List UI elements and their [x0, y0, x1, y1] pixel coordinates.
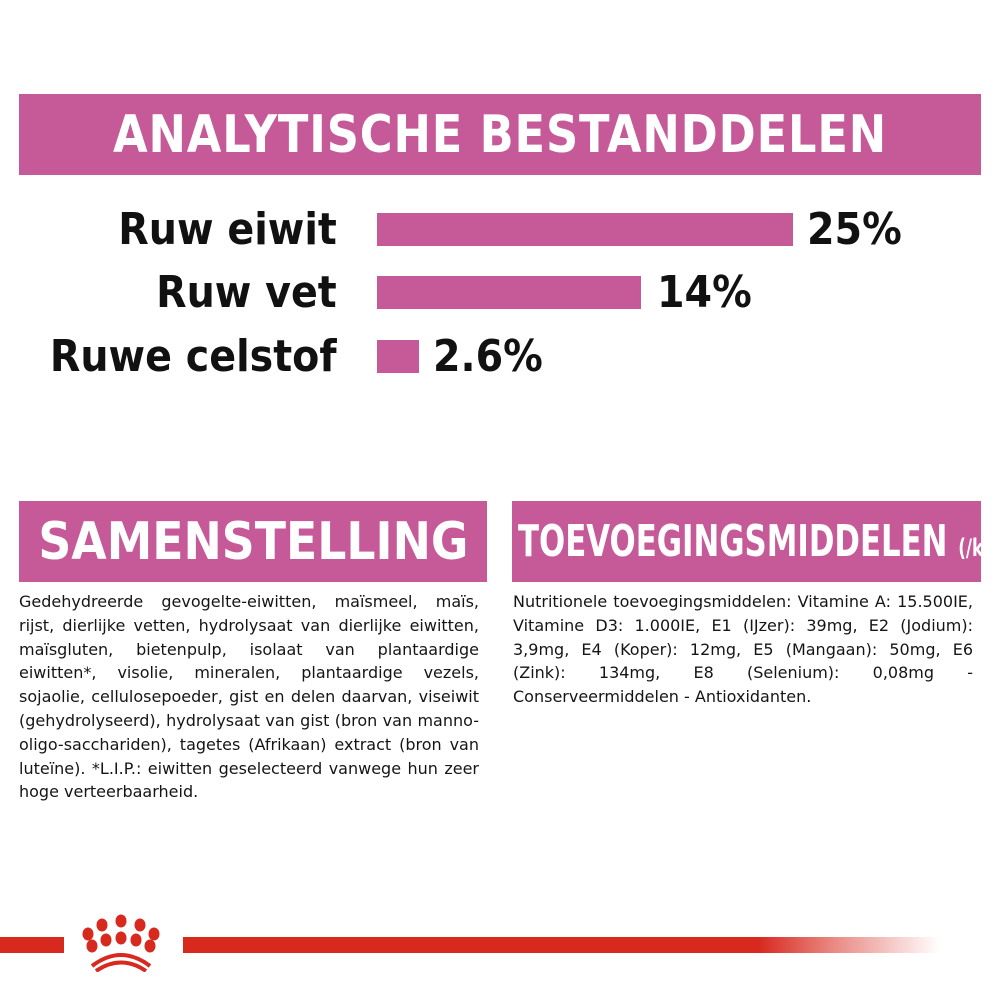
additives-title: TOEVOEGINGSMIDDELEN (/kg) — [518, 519, 981, 564]
composition-header: SAMENSTELLING — [19, 501, 487, 582]
chart-row-protein: Ruw eiwit 25% — [0, 205, 1000, 255]
crown-logo-icon — [82, 914, 160, 972]
chart-row-fiber: Ruwe celstof 2.6% — [0, 332, 1000, 382]
footer-brand-line-left — [0, 937, 64, 953]
row-label: Ruw eiwit — [118, 204, 337, 255]
bar-protein — [377, 213, 793, 246]
composition-title: SAMENSTELLING — [37, 511, 469, 572]
bar-fat — [377, 276, 641, 309]
additives-text: Nutritionele toevoegingsmiddelen: Vitami… — [513, 592, 973, 707]
analytical-constituents-banner: ANALYTISCHE BESTANDDELEN — [19, 94, 981, 175]
additives-header: TOEVOEGINGSMIDDELEN (/kg) — [512, 501, 981, 582]
additives-title-suffix: (/kg) — [958, 533, 981, 562]
row-label: Ruw vet — [156, 267, 337, 318]
additives-title-main: TOEVOEGINGSMIDDELEN — [518, 515, 948, 567]
value-label: 2.6% — [433, 331, 543, 382]
chart-row-fat: Ruw vet 14% — [0, 268, 1000, 318]
row-label: Ruwe celstof — [50, 331, 337, 382]
value-label: 14% — [657, 267, 752, 318]
banner-title: ANALYTISCHE BESTANDDELEN — [112, 104, 888, 165]
composition-text: Gedehydreerde gevogelte-eiwitten, maïsme… — [19, 592, 479, 802]
bar-fiber — [377, 340, 419, 373]
footer-brand-line-right — [183, 937, 940, 953]
value-label: 25% — [807, 204, 902, 255]
